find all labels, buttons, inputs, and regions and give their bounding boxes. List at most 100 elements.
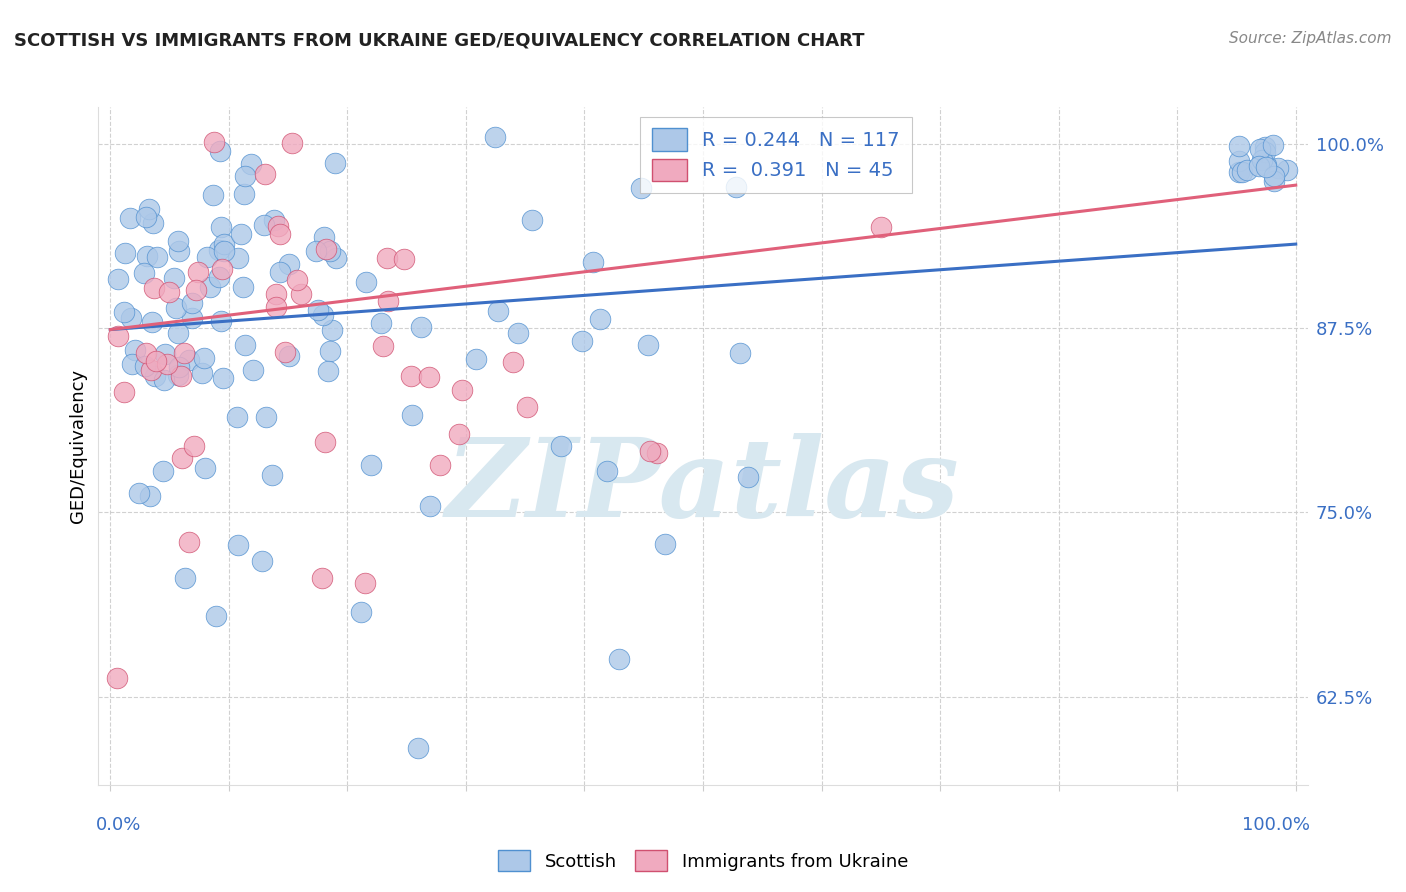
Point bbox=[589, 311, 612, 326]
Point bbox=[211, 262, 233, 277]
Point bbox=[464, 351, 486, 366]
Point bbox=[1251, 153, 1274, 167]
Point bbox=[354, 576, 377, 591]
Point bbox=[252, 554, 274, 568]
Point bbox=[105, 671, 128, 685]
Point bbox=[654, 537, 676, 551]
Point bbox=[1275, 163, 1298, 178]
Point bbox=[112, 385, 135, 400]
Point bbox=[173, 346, 195, 360]
Text: 100.0%: 100.0% bbox=[1243, 815, 1310, 833]
Point bbox=[516, 400, 538, 414]
Point bbox=[1249, 142, 1271, 156]
Point bbox=[360, 458, 382, 472]
Point bbox=[183, 439, 205, 453]
Point bbox=[202, 187, 225, 202]
Point bbox=[170, 368, 193, 383]
Point bbox=[737, 469, 759, 483]
Point bbox=[208, 144, 231, 158]
Point bbox=[107, 329, 129, 343]
Point bbox=[1267, 161, 1289, 175]
Point bbox=[307, 303, 329, 318]
Point bbox=[135, 249, 157, 263]
Point bbox=[269, 265, 291, 279]
Point bbox=[167, 244, 190, 258]
Point bbox=[134, 359, 156, 373]
Point bbox=[165, 301, 187, 315]
Point bbox=[375, 252, 398, 266]
Point bbox=[582, 255, 605, 269]
Point bbox=[1254, 158, 1277, 172]
Point bbox=[180, 295, 202, 310]
Point bbox=[325, 251, 347, 265]
Point bbox=[267, 219, 290, 233]
Point bbox=[269, 227, 291, 241]
Point bbox=[502, 354, 524, 368]
Point bbox=[264, 300, 287, 314]
Point bbox=[319, 244, 342, 259]
Point bbox=[167, 326, 190, 341]
Text: SCOTTISH VS IMMIGRANTS FROM UKRAINE GED/EQUIVALENCY CORRELATION CHART: SCOTTISH VS IMMIGRANTS FROM UKRAINE GED/… bbox=[14, 31, 865, 49]
Point bbox=[205, 609, 228, 624]
Point bbox=[506, 326, 529, 341]
Point bbox=[153, 373, 176, 387]
Point bbox=[1247, 159, 1270, 173]
Point bbox=[305, 244, 328, 259]
Point bbox=[429, 458, 451, 472]
Point bbox=[1227, 154, 1250, 169]
Point bbox=[142, 216, 165, 230]
Point bbox=[406, 741, 429, 756]
Point bbox=[418, 370, 440, 384]
Point bbox=[1263, 169, 1285, 184]
Point bbox=[1256, 160, 1278, 174]
Point bbox=[209, 313, 232, 327]
Point bbox=[392, 252, 415, 266]
Point bbox=[281, 136, 304, 150]
Point bbox=[202, 136, 225, 150]
Point bbox=[114, 246, 136, 260]
Point bbox=[143, 369, 166, 384]
Point bbox=[135, 210, 157, 224]
Point bbox=[371, 339, 394, 353]
Point bbox=[645, 445, 668, 459]
Point bbox=[138, 202, 160, 216]
Point bbox=[162, 271, 184, 285]
Point bbox=[290, 286, 312, 301]
Point bbox=[486, 303, 509, 318]
Point bbox=[285, 273, 308, 287]
Point bbox=[208, 243, 231, 257]
Point bbox=[190, 366, 212, 380]
Text: Source: ZipAtlas.com: Source: ZipAtlas.com bbox=[1229, 31, 1392, 46]
Point bbox=[128, 485, 150, 500]
Point bbox=[153, 347, 176, 361]
Point bbox=[314, 434, 336, 449]
Point bbox=[638, 443, 661, 458]
Point bbox=[242, 363, 264, 377]
Point bbox=[233, 169, 256, 184]
Point bbox=[350, 605, 373, 619]
Point bbox=[145, 354, 167, 368]
Text: ZIPatlas: ZIPatlas bbox=[446, 433, 960, 541]
Point bbox=[198, 279, 221, 293]
Point bbox=[254, 410, 277, 425]
Point bbox=[173, 571, 195, 585]
Point bbox=[409, 319, 432, 334]
Point bbox=[156, 357, 179, 371]
Point bbox=[225, 410, 247, 425]
Point bbox=[233, 338, 256, 352]
Point bbox=[134, 266, 156, 280]
Point bbox=[274, 345, 297, 359]
Point bbox=[264, 287, 287, 301]
Point bbox=[166, 368, 188, 383]
Point bbox=[143, 281, 166, 295]
Point bbox=[194, 461, 217, 475]
Point bbox=[193, 351, 215, 365]
Point bbox=[450, 383, 472, 397]
Point bbox=[1253, 140, 1275, 154]
Point bbox=[232, 280, 254, 294]
Point bbox=[724, 180, 747, 194]
Legend: R = 0.244   N = 117, R =  0.391   N = 45: R = 0.244 N = 117, R = 0.391 N = 45 bbox=[640, 117, 911, 193]
Point bbox=[607, 652, 630, 666]
Point bbox=[370, 316, 392, 330]
Point bbox=[312, 230, 335, 244]
